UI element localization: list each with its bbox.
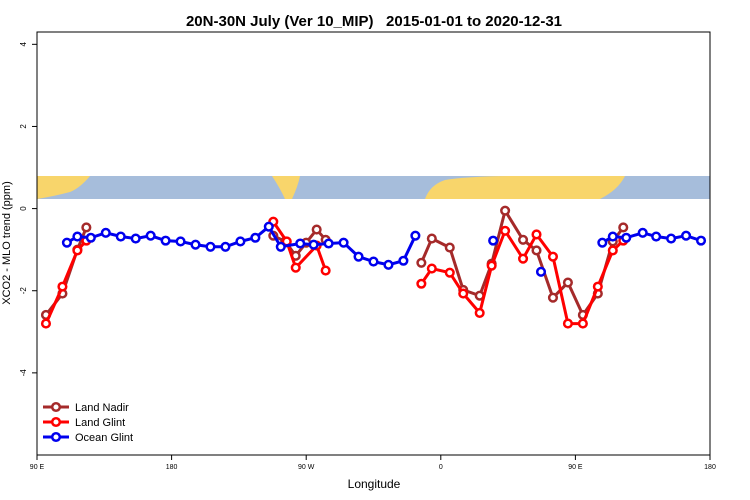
map-strip <box>37 176 710 199</box>
data-point <box>160 235 171 246</box>
data-point <box>474 307 485 318</box>
data-point <box>486 260 497 271</box>
data-point <box>368 256 379 267</box>
data-point <box>562 277 573 288</box>
x-tick-label: 90 E <box>30 464 45 471</box>
data-point <box>235 236 246 247</box>
data-point <box>320 265 331 276</box>
data-point <box>444 242 455 253</box>
x-tick-label: 90 W <box>298 464 315 471</box>
legend-label: Land Nadir <box>75 402 129 414</box>
data-point <box>592 281 603 292</box>
data-point <box>621 232 632 243</box>
y-tick-label: 2 <box>19 124 28 129</box>
y-tick-label: 0 <box>19 206 28 211</box>
x-tick-label: 0 <box>439 464 443 471</box>
data-point <box>145 230 156 241</box>
data-point <box>61 237 72 248</box>
data-point <box>205 241 216 252</box>
data-point <box>531 245 542 256</box>
data-point <box>500 205 511 216</box>
data-point <box>57 281 68 292</box>
data-point <box>458 288 469 299</box>
data-point <box>263 221 274 232</box>
data-point <box>398 255 409 266</box>
series-line <box>44 206 625 318</box>
x-tick-label: 180 <box>704 464 716 471</box>
y-tick-label: 4 <box>19 42 28 47</box>
data-point <box>416 278 427 289</box>
data-point <box>81 222 92 233</box>
y-axis-label: XCO2 - MLO trend (ppm) <box>1 181 13 304</box>
data-point <box>426 233 437 244</box>
data-point <box>175 236 186 247</box>
data-point <box>618 222 629 233</box>
x-tick-label: 90 E <box>568 464 583 471</box>
data-point <box>290 262 301 273</box>
x-axis-label: Longitude <box>348 477 401 491</box>
data-point <box>444 267 455 278</box>
data-point <box>531 229 542 240</box>
data-point <box>250 232 261 243</box>
data-point <box>308 239 319 250</box>
data-point <box>383 259 394 270</box>
data-point <box>518 234 529 245</box>
data-point <box>295 238 306 249</box>
data-point <box>681 230 692 241</box>
data-point <box>535 266 547 277</box>
legend-marker <box>50 416 62 428</box>
plot-frame <box>36 31 711 456</box>
data-point <box>562 318 573 329</box>
data-point <box>72 245 83 256</box>
data-point <box>190 239 201 250</box>
data-point <box>426 263 437 274</box>
data-point <box>220 241 231 252</box>
legend-marker <box>50 431 62 443</box>
y-tick-label: -4 <box>19 369 28 377</box>
data-point <box>100 227 111 238</box>
data-point <box>651 231 662 242</box>
data-point <box>488 235 499 246</box>
data-point <box>323 238 334 249</box>
y-tick-label: -2 <box>19 287 28 295</box>
data-point <box>518 253 529 264</box>
legend-label: Ocean Glint <box>75 432 133 444</box>
data-point <box>72 231 83 242</box>
data-point <box>40 318 52 329</box>
data-point <box>130 233 141 244</box>
data-point <box>547 251 559 262</box>
legend-marker <box>50 401 62 413</box>
data-point <box>353 251 364 262</box>
x-tick-label: 180 <box>166 464 178 471</box>
data-point <box>637 227 648 238</box>
data-point <box>607 245 618 256</box>
data-point <box>275 241 286 252</box>
data-point <box>577 318 588 329</box>
chart-title: 20N-30N July (Ver 10_MIP) 2015-01-01 to … <box>186 13 562 30</box>
data-point <box>85 232 96 243</box>
data-point <box>695 235 707 246</box>
data-point <box>338 237 349 248</box>
data-point <box>115 231 126 242</box>
legend-label: Land Glint <box>75 417 125 429</box>
data-point <box>500 225 511 236</box>
data-point <box>311 224 322 235</box>
data-point <box>410 230 421 241</box>
data-point <box>666 233 677 244</box>
data-point <box>547 292 559 303</box>
data-point <box>607 231 618 242</box>
data-point <box>597 237 608 248</box>
data-point <box>416 257 427 268</box>
